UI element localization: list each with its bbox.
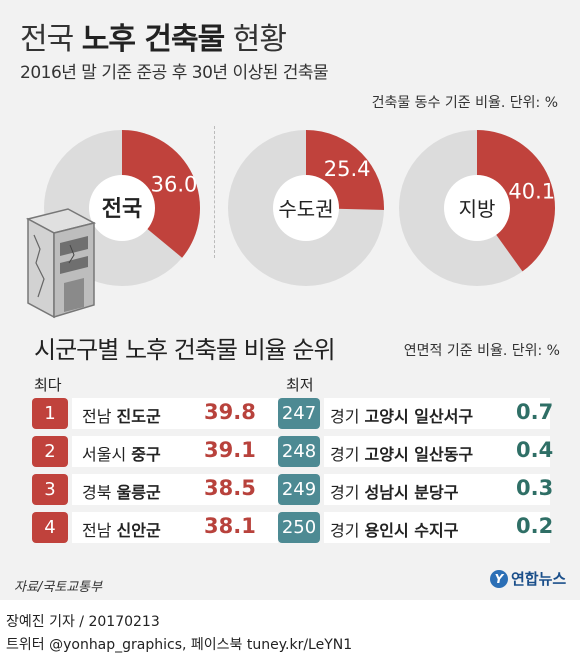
rank-value: 0.2: [516, 514, 554, 538]
donut-divider: [214, 126, 215, 258]
bottom-rank-row: 249 경기 성남시 분당구 0.3: [278, 474, 554, 505]
credit-line-1: 장예진 기자 / 20170213: [6, 614, 160, 630]
donut-value-label: 36.0: [151, 173, 198, 197]
rank-badge: 4: [32, 512, 68, 543]
donut-hole: [89, 175, 155, 241]
region-name: 전남 진도군: [82, 407, 161, 426]
rank-value: 38.1: [204, 514, 256, 538]
page-title: 전국 노후 건축물 현황: [20, 22, 287, 57]
rank-value: 0.7: [516, 400, 554, 424]
rank-badge: 248: [278, 436, 320, 467]
credit-line-2: 트위터 @yonhap_graphics, 페이스북 tuney.kr/LeYN…: [6, 637, 353, 653]
top-list-header: 최다: [34, 376, 62, 394]
region-name: 경기 고양시 일산서구: [330, 407, 474, 426]
row-band: [324, 436, 550, 467]
top-rank-row: 1 전남 진도군 39.8: [32, 398, 278, 429]
rank-value: 39.8: [204, 400, 256, 424]
rank-badge: 3: [32, 474, 68, 505]
top-rank-row: 4 전남 신안군 38.1: [32, 512, 278, 543]
row-band: [72, 398, 278, 429]
donut-value-label: 40.1: [508, 179, 555, 203]
donut-label: 전국: [102, 197, 142, 222]
rank-badge: 250: [278, 512, 320, 543]
rank-value: 0.4: [516, 438, 554, 462]
donut-2: 수도권 25.4: [228, 130, 384, 286]
yonhap-logo: Y 연합뉴스: [490, 568, 566, 589]
unit-note-top: 건축물 동수 기준 비율. 단위: %: [371, 95, 558, 111]
region-name: 경기 고양시 일산동구: [330, 445, 474, 464]
region-name: 경기 성남시 분당구: [330, 483, 459, 502]
top-rank-row: 3 경북 울릉군 38.5: [32, 474, 278, 505]
page-subtitle: 2016년 말 기준 준공 후 30년 이상된 건축물: [20, 63, 329, 83]
rank-badge: 1: [32, 398, 68, 429]
region-name: 전남 신안군: [82, 521, 161, 540]
building-icon: [25, 208, 97, 319]
rank-badge: 2: [32, 436, 68, 467]
row-band: [72, 436, 278, 467]
row-band: [324, 398, 550, 429]
row-band: [324, 512, 550, 543]
donut-slice: [122, 130, 200, 258]
donut-3: 지방 40.1: [399, 130, 555, 286]
bottom-list-header: 최저: [286, 376, 314, 394]
unit-note-ranking: 연면적 기준 비율. 단위: %: [403, 343, 560, 359]
donut-label: 수도권: [278, 197, 333, 221]
donut-label: 지방: [459, 197, 496, 221]
row-band: [72, 512, 278, 543]
yonhap-logo-mark-icon: Y: [490, 569, 508, 588]
ranking-title: 시군구별 노후 건축물 비율 순위: [34, 336, 336, 364]
rank-value: 39.1: [204, 438, 256, 462]
bottom-rank-row: 248 경기 고양시 일산동구 0.4: [278, 436, 554, 467]
donut-value-label: 25.4: [324, 157, 371, 181]
donut-slice: [477, 130, 555, 272]
region-name: 서울시 중구: [82, 445, 161, 464]
bottom-rank-row: 250 경기 용인시 수지구 0.2: [278, 512, 554, 543]
bottom-rank-row: 247 경기 고양시 일산서구 0.7: [278, 398, 554, 429]
rank-value: 38.5: [204, 476, 256, 500]
rank-badge: 249: [278, 474, 320, 505]
donut-hole: [273, 175, 339, 241]
infographic-card: 전국 노후 건축물 현황 2016년 말 기준 준공 후 30년 이상된 건축물…: [0, 0, 580, 600]
region-name: 경기 용인시 수지구: [330, 521, 459, 540]
region-name: 경북 울릉군: [82, 483, 161, 502]
top-rank-row: 2 서울시 중구 39.1: [32, 436, 278, 467]
rank-value: 0.3: [516, 476, 554, 500]
donut-hole: [444, 175, 510, 241]
source-note: 자료/국토교통부: [14, 580, 103, 595]
row-band: [324, 474, 550, 505]
row-band: [72, 474, 278, 505]
rank-badge: 247: [278, 398, 320, 429]
